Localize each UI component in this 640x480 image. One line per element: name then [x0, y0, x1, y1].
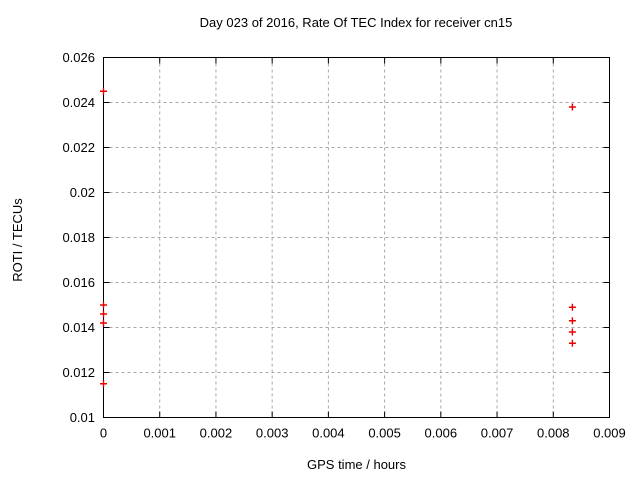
y-tick-label: 0.014 — [62, 320, 95, 335]
data-point-marker — [568, 303, 576, 311]
gridlines — [103, 57, 610, 418]
x-tick-label: 0.009 — [593, 426, 626, 441]
y-tick-label: 0.018 — [62, 230, 95, 245]
data-point-marker — [100, 319, 107, 327]
data-point-marker — [100, 380, 107, 388]
x-tick-label: 0.001 — [143, 426, 176, 441]
data-point-marker — [100, 301, 107, 309]
x-axis-label: GPS time / hours — [307, 457, 406, 472]
data-point-marker — [100, 87, 107, 95]
x-tick-label: 0 — [100, 426, 107, 441]
x-tick-label: 0.006 — [425, 426, 458, 441]
y-tick-label: 0.01 — [70, 410, 95, 425]
data-point-marker — [100, 310, 107, 318]
data-point-marker — [568, 103, 576, 111]
x-tick-label: 0.007 — [481, 426, 514, 441]
axis-ticks — [103, 57, 610, 418]
chart-title: Day 023 of 2016, Rate Of TEC Index for r… — [200, 15, 513, 30]
x-tick-label: 0.005 — [368, 426, 401, 441]
data-point-marker — [568, 328, 576, 336]
x-tick-label: 0.004 — [312, 426, 345, 441]
data-point-marker — [568, 339, 576, 347]
y-axis-label: ROTI / TECUs — [10, 198, 25, 282]
x-tick-label: 0.003 — [256, 426, 289, 441]
x-tick-label: 0.008 — [537, 426, 570, 441]
y-tick-label: 0.026 — [62, 50, 95, 65]
y-tick-label: 0.02 — [70, 185, 95, 200]
y-tick-label: 0.022 — [62, 140, 95, 155]
data-point-marker — [568, 317, 576, 325]
x-tick-label: 0.002 — [200, 426, 233, 441]
y-tick-label: 0.016 — [62, 275, 95, 290]
y-tick-label: 0.012 — [62, 365, 95, 380]
data-points — [100, 87, 576, 388]
y-tick-label: 0.024 — [62, 95, 95, 110]
tick-labels: 0 0.001 0.002 0.003 0.004 0.005 0.006 0.007 0.00… — [62, 50, 625, 441]
